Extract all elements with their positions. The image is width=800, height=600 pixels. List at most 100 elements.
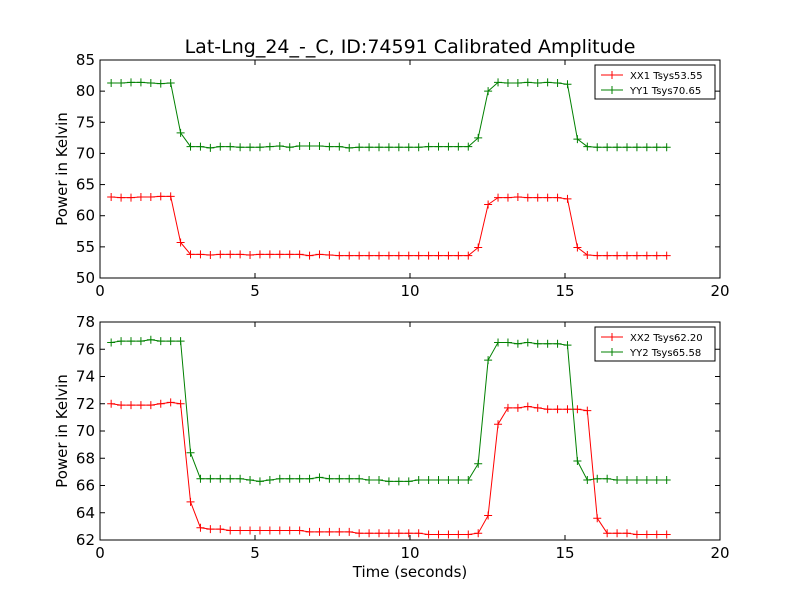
data-point <box>603 143 612 152</box>
data-point <box>662 251 671 260</box>
x-tick-label: 0 <box>95 544 105 562</box>
data-point <box>156 337 165 346</box>
data-point <box>384 143 393 152</box>
data-point <box>246 143 255 152</box>
data-point <box>166 192 175 201</box>
data-point <box>474 459 483 468</box>
data-point <box>156 399 165 408</box>
data-point <box>454 251 463 260</box>
data-point <box>355 143 364 152</box>
data-point <box>603 529 612 538</box>
data-point <box>563 194 572 203</box>
data-point <box>543 339 552 348</box>
data-point <box>295 526 304 535</box>
data-point <box>107 79 116 88</box>
data-point <box>484 200 493 209</box>
data-point <box>533 339 542 348</box>
x-tick-label: 10 <box>400 544 419 562</box>
data-point <box>117 193 126 202</box>
data-point <box>563 341 572 350</box>
data-point <box>623 529 631 538</box>
data-point <box>414 476 423 485</box>
legend-marker <box>608 86 616 94</box>
data-point <box>226 526 235 535</box>
data-point <box>196 474 205 483</box>
legend: XX1 Tsys53.55 YY1 Tsys70.65 <box>594 64 716 100</box>
series-1 <box>107 398 671 539</box>
data-point <box>305 474 314 483</box>
data-point <box>285 143 294 152</box>
data-point <box>394 477 403 486</box>
y-tick-label: 70 <box>76 144 95 162</box>
data-point <box>335 142 344 151</box>
data-point <box>265 526 274 535</box>
data-point <box>652 530 661 539</box>
data-point <box>454 530 463 539</box>
x-tick-label: 5 <box>250 282 260 300</box>
data-point <box>335 251 344 260</box>
data-point <box>365 529 374 538</box>
data-point <box>513 193 522 202</box>
legend-label: XX2 Tsys62.20 <box>630 333 703 344</box>
data-point <box>523 402 532 411</box>
x-tick-label: 5 <box>250 544 260 562</box>
data-point <box>117 337 126 346</box>
data-point <box>255 143 264 152</box>
data-point <box>285 526 294 535</box>
data-point <box>365 143 374 152</box>
data-point <box>166 337 175 346</box>
data-point <box>464 476 473 485</box>
data-point <box>474 243 483 252</box>
legend: XX2 Tsys62.20 YY2 Tsys65.58 <box>594 326 716 362</box>
y-tick-label: 78 <box>76 313 95 331</box>
data-point <box>632 530 641 539</box>
data-point <box>563 80 572 89</box>
data-point <box>246 526 255 535</box>
data-point <box>503 79 512 88</box>
data-point <box>384 251 393 260</box>
data-point <box>236 250 245 259</box>
data-point <box>365 251 374 260</box>
data-point <box>315 527 324 536</box>
data-point <box>474 133 483 142</box>
series-2 <box>107 335 671 486</box>
series-1 <box>107 192 671 260</box>
data-point <box>503 193 512 202</box>
data-point <box>295 141 304 150</box>
data-point <box>216 525 225 534</box>
data-point <box>593 514 602 523</box>
y-tick-label: 70 <box>76 422 95 440</box>
data-point <box>146 79 155 88</box>
data-point <box>553 193 562 202</box>
data-point <box>414 143 423 152</box>
x-tick-label: 15 <box>555 544 574 562</box>
data-point <box>553 339 562 348</box>
data-point <box>305 527 314 536</box>
data-point <box>484 511 493 520</box>
data-point <box>484 87 493 96</box>
data-point <box>255 477 264 486</box>
data-point <box>176 238 185 247</box>
data-point <box>394 251 403 260</box>
data-point <box>345 143 354 152</box>
data-point <box>474 529 483 538</box>
data-point <box>642 530 651 539</box>
plot-panel-1: 0 5 10 15 20 50 55 60 65 70 75 80 85 Power in Kelvin X… <box>53 51 730 300</box>
data-point <box>404 529 413 538</box>
data-point <box>216 250 225 259</box>
data-point <box>444 251 453 260</box>
data-point <box>345 251 354 260</box>
data-point <box>375 143 383 152</box>
data-point <box>275 526 284 535</box>
data-point <box>642 143 651 152</box>
data-point <box>176 337 185 346</box>
data-point <box>345 474 354 483</box>
data-point <box>216 474 225 483</box>
data-point <box>513 79 522 88</box>
data-point <box>454 476 463 485</box>
data-point <box>325 142 334 151</box>
data-point <box>593 143 602 152</box>
data-point <box>246 250 255 259</box>
data-point <box>642 251 651 260</box>
data-point <box>206 474 215 483</box>
